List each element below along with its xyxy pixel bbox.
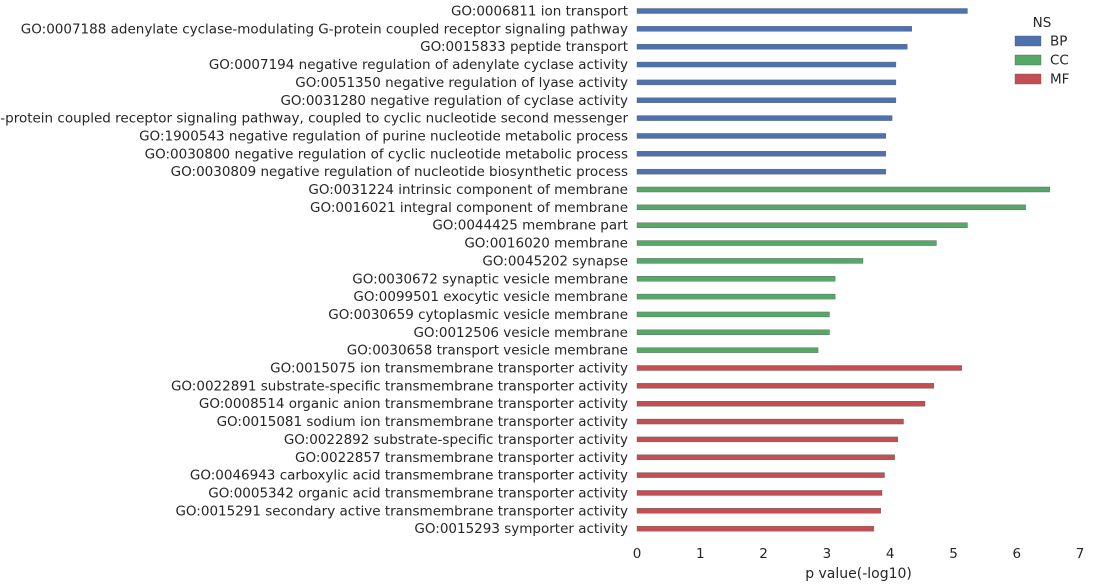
- bar-mf: [636, 401, 926, 407]
- category-label: GO:0099501 exocytic vesicle membrane: [353, 289, 628, 305]
- x-axis-title: p value(-log10): [805, 566, 912, 582]
- bar-mf: [636, 418, 904, 425]
- category-label: GO:0044425 membrane part: [432, 218, 628, 234]
- category-label: GO:0030659 cytoplasmic vesicle membrane: [328, 307, 628, 323]
- x-tick-label: 5: [949, 546, 958, 562]
- legend-swatch-mf: [1014, 73, 1042, 85]
- legend-title: NS: [1033, 15, 1052, 31]
- bar-cc: [636, 293, 836, 300]
- bar-mf: [636, 508, 881, 514]
- category-label: GO:0022891 substrate-specific transmembr…: [171, 378, 628, 394]
- bar-cc: [636, 311, 830, 318]
- category-label: GO:0051350 negative regulation of lyase …: [295, 75, 628, 91]
- bar-mf: [636, 525, 874, 532]
- category-label: GO:0015075 ion transmembrane transporter…: [270, 361, 628, 377]
- category-label: GO:0022892 substrate-specific transporte…: [284, 432, 628, 448]
- category-label: GO:0046943 carboxylic acid transmembrane…: [190, 468, 628, 484]
- x-tick-label: 1: [696, 546, 705, 562]
- bar-mf: [636, 490, 883, 496]
- x-axis: 0 1 2 3 4 5 6 7: [633, 546, 1085, 562]
- x-tick-label: 4: [886, 546, 895, 562]
- legend-label-mf: MF: [1050, 72, 1069, 88]
- category-label: GO:0031280 negative regulation of cyclas…: [280, 93, 628, 109]
- category-label: GO:0015833 peptide transport: [420, 39, 628, 55]
- category-label: GO:0007194 negative regulation of adenyl…: [209, 57, 628, 73]
- bar-cc: [636, 276, 836, 282]
- bar-bp: [636, 115, 893, 121]
- category-label: GO:0006811 ion transport: [451, 4, 628, 20]
- legend-swatch-cc: [1014, 54, 1042, 66]
- legend-swatch-bp: [1014, 35, 1042, 47]
- bar-bp: [636, 26, 912, 32]
- bar-cc: [636, 204, 1026, 211]
- bar-bp: [636, 168, 886, 175]
- bar-mf: [636, 454, 895, 460]
- x-tick-label: 7: [1076, 546, 1085, 562]
- bar-bp: [636, 8, 968, 14]
- category-label: GO:0015293 symporter activity: [414, 521, 628, 537]
- category-label: GO:0022857 transmembrane transporter act…: [295, 450, 628, 466]
- category-label: GO:0005342 organic acid transmembrane tr…: [208, 485, 628, 501]
- bar-bp: [636, 44, 908, 50]
- category-label: GO:0008514 organic anion transmembrane t…: [199, 396, 628, 412]
- category-label: GO:0030800 negative regulation of cyclic…: [145, 146, 628, 162]
- category-label: GO:0007187 G-protein coupled receptor si…: [0, 111, 628, 127]
- category-label: GO:0016021 integral component of membran…: [310, 200, 628, 216]
- bar-mf: [636, 365, 962, 371]
- legend-label-cc: CC: [1050, 53, 1069, 69]
- category-label: GO:0012506 vesicle membrane: [413, 325, 628, 341]
- bars-layer: [636, 8, 1050, 532]
- bar-bp: [636, 151, 886, 157]
- bar-mf: [636, 436, 898, 443]
- x-tick-label: 6: [1013, 546, 1022, 562]
- legend-label-bp: BP: [1050, 34, 1067, 50]
- bar-cc: [636, 222, 968, 228]
- category-label: GO:0031224 intrinsic component of membra…: [308, 182, 628, 198]
- category-label: GO:0015081 sodium ion transmembrane tran…: [217, 414, 628, 430]
- bar-mf: [636, 383, 935, 389]
- category-label: GO:0045202 synapse: [482, 253, 628, 269]
- category-label: GO:0015291 secondary active transmembran…: [175, 503, 628, 519]
- legend: NS BP CC MF: [1014, 15, 1069, 88]
- bar-bp: [636, 133, 886, 139]
- bar-mf: [636, 472, 885, 478]
- category-label: GO:1900543 negative regulation of purine…: [139, 128, 628, 144]
- bar-cc: [636, 186, 1050, 193]
- bar-cc: [636, 240, 937, 246]
- category-label: GO:0030658 transport vesicle membrane: [347, 343, 628, 359]
- bar-bp: [636, 79, 897, 86]
- bar-bp: [636, 61, 897, 68]
- bar-cc: [636, 258, 864, 264]
- x-tick-label: 0: [633, 546, 642, 562]
- category-label: GO:0007188 adenylate cyclase-modulating …: [21, 21, 628, 37]
- category-label: GO:0016020 membrane: [464, 236, 628, 252]
- bar-cc: [636, 347, 819, 353]
- category-label: GO:0030672 synaptic vesicle membrane: [352, 271, 628, 287]
- bar-cc: [636, 329, 830, 335]
- category-label: GO:0030809 negative regulation of nucleo…: [171, 164, 628, 180]
- x-tick-label: 3: [823, 546, 832, 562]
- x-tick-label: 2: [759, 546, 768, 562]
- bar-bp: [636, 97, 897, 103]
